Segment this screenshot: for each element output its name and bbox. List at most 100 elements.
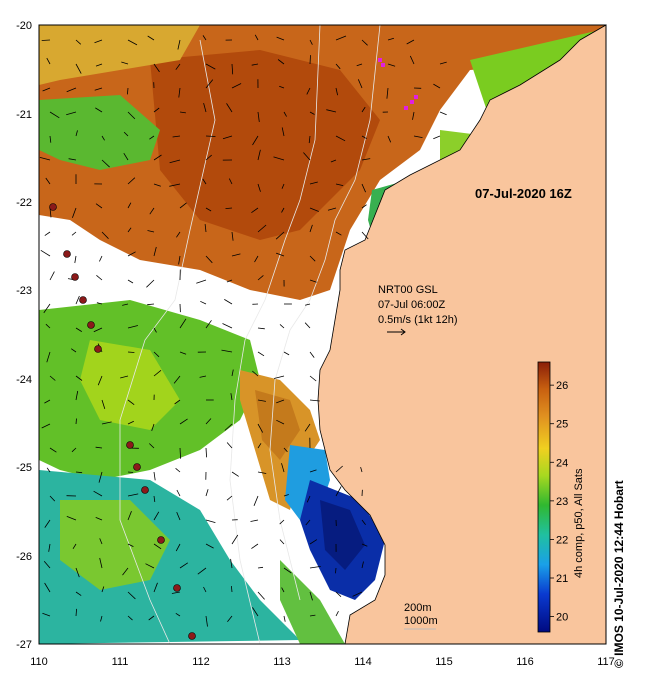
current-vector xyxy=(205,615,208,627)
current-vector xyxy=(276,419,285,425)
current-vector xyxy=(99,557,103,569)
colorbar-tick-label: 24 xyxy=(556,457,568,469)
current-vector xyxy=(230,393,233,401)
current-vector xyxy=(202,35,207,41)
current-vector xyxy=(74,255,77,264)
current-vector xyxy=(199,375,207,378)
current-vector xyxy=(205,543,214,549)
depth-legend: 200m 1000m xyxy=(404,602,438,630)
current-vector xyxy=(283,351,290,356)
current-vector xyxy=(361,39,368,46)
current-vector xyxy=(75,471,83,474)
current-vector xyxy=(178,255,181,265)
current-vector xyxy=(179,318,187,329)
current-vector xyxy=(252,135,259,146)
current-vector xyxy=(226,103,233,113)
current-vector xyxy=(335,486,342,497)
current-vector xyxy=(43,303,51,314)
current-vector xyxy=(205,154,212,161)
current-vector xyxy=(205,207,212,212)
current-vector xyxy=(127,202,132,209)
current-vector xyxy=(231,534,239,545)
current-vector xyxy=(196,279,207,284)
current-vector xyxy=(101,586,105,593)
current-vector xyxy=(309,399,320,402)
current-vector xyxy=(439,111,447,116)
current-vector xyxy=(122,567,129,576)
current-vector xyxy=(147,35,155,41)
current-vector xyxy=(127,399,135,406)
current-vector xyxy=(361,183,366,193)
current-vector xyxy=(205,447,207,458)
colorbar-ticks: 20 21 22 23 24 25 26 xyxy=(550,380,568,624)
current-vector xyxy=(93,490,103,497)
current-vector xyxy=(279,85,285,89)
current-vector xyxy=(309,181,318,185)
current-vector xyxy=(148,615,155,621)
current-vector xyxy=(49,375,56,381)
current-vector xyxy=(361,204,367,209)
current-vector xyxy=(356,63,363,67)
current-vector xyxy=(75,375,83,381)
current-vector xyxy=(153,582,158,593)
current-vector xyxy=(309,351,315,358)
current-vector xyxy=(179,202,187,209)
current-vector xyxy=(197,567,207,575)
current-vector xyxy=(153,327,157,333)
current-vector xyxy=(46,57,51,65)
current-vector xyxy=(281,463,285,473)
current-vector xyxy=(147,230,155,233)
current-vector xyxy=(251,63,259,66)
current-vector xyxy=(387,37,395,41)
current-vector xyxy=(121,61,129,65)
current-vector xyxy=(335,567,337,574)
current-vector xyxy=(309,39,313,45)
current-vector xyxy=(48,543,51,552)
current-vector xyxy=(46,351,51,363)
current-vector xyxy=(231,471,239,477)
current-vector xyxy=(203,586,207,593)
current-vector xyxy=(309,614,316,617)
current-vector xyxy=(254,255,259,263)
current-vector xyxy=(75,39,82,45)
current-vector xyxy=(100,615,103,622)
mooring-dot xyxy=(94,345,102,353)
current-vector xyxy=(335,183,344,186)
current-vector xyxy=(44,582,51,593)
current-vector xyxy=(172,135,181,138)
current-vector xyxy=(228,178,233,185)
current-vector xyxy=(153,511,160,521)
lat-tick-label: -22 xyxy=(16,197,32,209)
current-vector xyxy=(94,39,103,44)
colorbar-tick-label: 23 xyxy=(556,496,568,508)
current-vector xyxy=(257,224,267,233)
current-vector xyxy=(283,447,288,453)
current-info-line2: 07-Jul 06:00Z xyxy=(378,299,446,311)
current-vector xyxy=(66,87,77,93)
current-info-line1: NRT00 GSL xyxy=(378,284,438,296)
current-vector xyxy=(49,111,60,119)
current-vector xyxy=(304,322,311,329)
current-vector xyxy=(306,87,311,95)
lon-tick-label: 112 xyxy=(192,656,210,668)
current-vector xyxy=(412,111,415,120)
depth-shallow-label: 200m xyxy=(404,602,432,614)
current-vector xyxy=(46,467,51,473)
current-vector xyxy=(43,560,51,569)
lat-tick-label: -21 xyxy=(16,109,32,121)
current-vector xyxy=(179,351,187,355)
mooring-dot xyxy=(79,296,87,304)
colorbar-tick-label: 26 xyxy=(556,380,568,392)
current-vector xyxy=(95,517,103,521)
current-vector xyxy=(330,159,337,163)
colorbar-gradient xyxy=(537,361,551,633)
current-vector xyxy=(96,302,103,305)
current-vector xyxy=(169,159,181,164)
current-vector xyxy=(127,177,136,185)
current-vector xyxy=(309,375,317,382)
current-vector xyxy=(75,390,79,401)
current-vector xyxy=(335,87,338,96)
current-vector xyxy=(44,231,51,236)
current-vector xyxy=(127,591,136,600)
current-vector xyxy=(231,63,234,75)
